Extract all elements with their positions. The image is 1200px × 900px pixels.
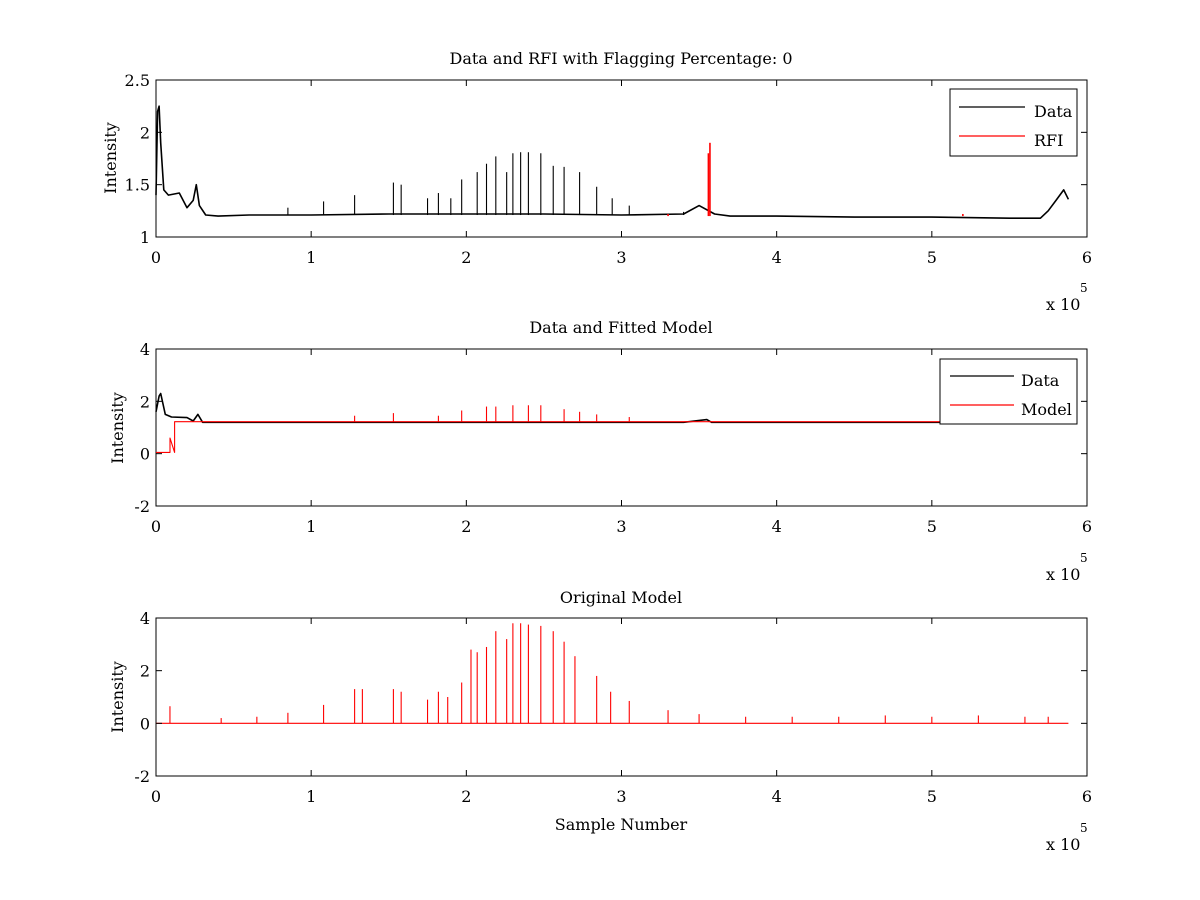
panel-3-ytick-label: 2 <box>140 662 150 681</box>
panel-2-ytick-label: -2 <box>134 497 150 516</box>
panel-3-title: Original Model <box>560 588 682 607</box>
panel-1-legend: Data RFI <box>949 88 1078 157</box>
panel-3-xtick-label: 2 <box>461 787 471 806</box>
panel-2-xtick-label: 6 <box>1082 517 1092 536</box>
panel-2-ytick-label: 4 <box>140 340 150 359</box>
panel-1-ytick-label: 2 <box>140 123 150 142</box>
panel-1-xtick-label: 6 <box>1082 248 1092 267</box>
panel-2-xtick-label: 1 <box>306 517 316 536</box>
panel-3-ylabel: Intensity <box>108 661 127 733</box>
panel-2-xtick-label: 0 <box>151 517 161 536</box>
panel-1-legend-label-data: Data <box>1034 102 1073 121</box>
panel-1-xtick-label: 3 <box>616 248 626 267</box>
panel-1-ytick-label: 1.5 <box>125 176 150 195</box>
panel-2-xtick-label: 3 <box>616 517 626 536</box>
panel-3-ytick-label: -2 <box>134 767 150 786</box>
panel-2-xtick-label: 2 <box>461 517 471 536</box>
panel-3-plot-area <box>156 623 1069 724</box>
panel-2-title: Data and Fitted Model <box>529 318 712 337</box>
panel-3-x-multiplier-exp: 5 <box>1080 821 1088 835</box>
panel-2-axes-box <box>155 348 1088 507</box>
panel-2-x-multiplier-exp: 5 <box>1080 551 1088 565</box>
panel-2-legend: Data Model <box>939 358 1078 425</box>
panel-3-xtick-label: 1 <box>306 787 316 806</box>
panel-2-ytick-label: 2 <box>140 392 150 411</box>
panel-2-legend-label-model: Model <box>1021 400 1072 419</box>
panel-3-xtick-label: 5 <box>927 787 937 806</box>
panel-2-plot-area <box>155 392 948 453</box>
panel-1-axes-box <box>155 79 1088 238</box>
panel-3-axes-box <box>155 617 1088 777</box>
panel-1-xtick-label: 5 <box>927 248 937 267</box>
panel-1-x-multiplier-exp: 5 <box>1080 281 1088 295</box>
panel-1-x-multiplier: x 10 <box>1046 295 1080 314</box>
panel-2-x-multiplier: x 10 <box>1046 565 1080 584</box>
panel-3-ytick-label: 4 <box>140 609 150 628</box>
panel-2-series-model <box>156 421 948 453</box>
panel-2-legend-box <box>939 358 1078 425</box>
panel-1-xtick-label: 4 <box>772 248 782 267</box>
panel-1-xtick-label: 2 <box>461 248 471 267</box>
panel-3-xtick-label: 3 <box>616 787 626 806</box>
panel-1-xtick-label: 1 <box>306 248 316 267</box>
panel-3-ytick-label: 0 <box>140 714 150 733</box>
panel-1-plot-area <box>155 105 1070 219</box>
panel-1-ticks: 0 1 2 3 4 5 611.522.5 <box>125 71 1093 267</box>
panel-1-ylabel: Intensity <box>101 122 120 194</box>
panel-1-xtick-label: 0 <box>151 248 161 267</box>
panel-3-xtick-label: 0 <box>151 787 161 806</box>
panel-1-legend-label-rfi: RFI <box>1034 131 1063 150</box>
panel-3-xtick-label: 6 <box>1082 787 1092 806</box>
panel-3-xlabel: Sample Number <box>555 815 688 834</box>
panel-2-legend-label-data: Data <box>1021 371 1060 390</box>
panel-1-title: Data and RFI with Flagging Percentage: 0 <box>449 49 792 68</box>
panel-1-legend-box <box>949 88 1078 157</box>
panel-2-xtick-label: 5 <box>927 517 937 536</box>
panel-1: Data and RFI with Flagging Percentage: 0… <box>101 49 1092 314</box>
panel-2-xtick-label: 4 <box>772 517 782 536</box>
panel-3-x-multiplier: x 10 <box>1046 835 1080 854</box>
panel-2-ylabel: Intensity <box>108 392 127 464</box>
panel-3-xtick-label: 4 <box>772 787 782 806</box>
panel-2-ytick-label: 0 <box>140 445 150 464</box>
panel-1-ytick-label: 2.5 <box>125 71 150 90</box>
panel-1-ytick-label: 1 <box>140 228 150 247</box>
